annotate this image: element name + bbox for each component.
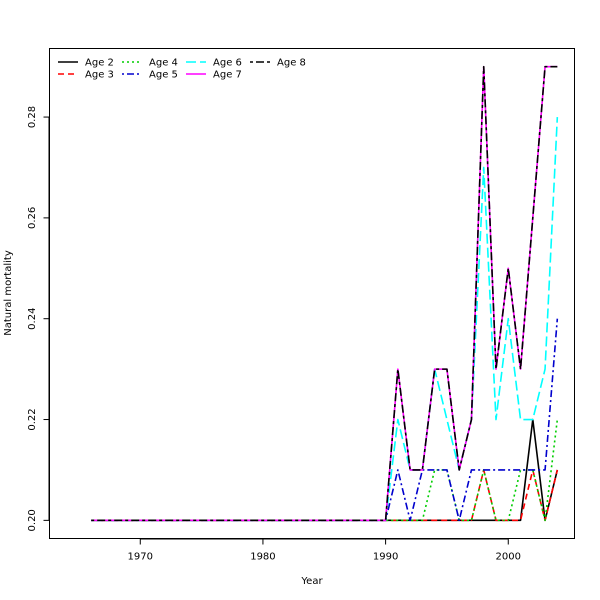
y-tick-label: 0.28 bbox=[27, 106, 38, 128]
legend-item: Age 5 bbox=[122, 70, 178, 81]
y-tick-label: 0.26 bbox=[27, 207, 38, 229]
x-tick-label: 1980 bbox=[250, 552, 275, 563]
series-line-age-8 bbox=[91, 65, 558, 522]
legend-label: Age 6 bbox=[213, 58, 242, 69]
series-line-age-7 bbox=[91, 65, 558, 522]
x-axis: 1970 1980 1990 2000 bbox=[128, 538, 521, 563]
x-axis-label: Year bbox=[300, 576, 323, 587]
legend-item: Age 8 bbox=[250, 58, 306, 69]
y-tick-label: 0.24 bbox=[27, 308, 38, 330]
legend-label: Age 4 bbox=[149, 58, 178, 69]
legend-label: Age 5 bbox=[149, 70, 178, 81]
legend-label: Age 8 bbox=[277, 58, 306, 69]
legend-item: Age 2 bbox=[58, 58, 114, 69]
x-tick-label: 1970 bbox=[128, 552, 153, 563]
y-tick-label: 0.22 bbox=[27, 408, 38, 430]
series-line-age-6 bbox=[91, 117, 559, 522]
legend-item: Age 3 bbox=[58, 70, 114, 81]
x-tick-label: 1990 bbox=[373, 552, 398, 563]
legend-item: Age 6 bbox=[186, 58, 242, 69]
series-layer bbox=[91, 65, 559, 522]
legend-label: Age 2 bbox=[85, 58, 114, 69]
plot-frame bbox=[49, 48, 575, 539]
legend-item: Age 4 bbox=[122, 58, 178, 69]
y-axis: 0.20 0.22 0.24 0.26 0.28 bbox=[27, 106, 50, 531]
y-tick-label: 0.20 bbox=[27, 509, 38, 531]
legend-label: Age 3 bbox=[85, 70, 114, 81]
legend-item: Age 7 bbox=[186, 70, 242, 81]
y-axis-label: Natural mortality bbox=[3, 250, 14, 336]
x-tick-label: 2000 bbox=[496, 552, 521, 563]
series-line-age-3 bbox=[91, 469, 559, 522]
legend-label: Age 7 bbox=[213, 70, 242, 81]
series-line-age-5 bbox=[91, 318, 559, 522]
